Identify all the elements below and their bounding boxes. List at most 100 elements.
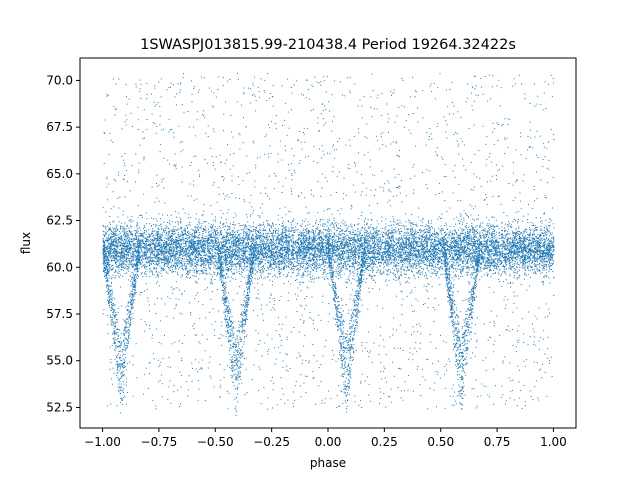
data-point (488, 237, 489, 238)
data-point (233, 234, 234, 235)
data-point (401, 236, 402, 237)
data-point (144, 255, 145, 256)
data-point (216, 268, 217, 269)
data-point (297, 265, 298, 266)
data-point (350, 233, 351, 234)
data-point (442, 269, 443, 270)
data-point (373, 270, 374, 271)
data-point (322, 232, 323, 233)
data-point (130, 275, 131, 276)
data-point (235, 234, 236, 235)
data-point (366, 241, 367, 242)
data-point (544, 230, 545, 231)
data-point (460, 239, 461, 240)
data-point (480, 269, 481, 270)
data-point (340, 269, 341, 270)
data-point (338, 255, 339, 256)
data-point (290, 236, 291, 237)
data-point (304, 232, 305, 233)
data-point (381, 217, 382, 218)
data-point (185, 229, 186, 230)
data-point (534, 238, 535, 239)
data-point (315, 232, 316, 233)
data-point (513, 272, 514, 273)
data-point (426, 274, 427, 275)
data-point (438, 234, 439, 235)
data-point (450, 231, 451, 232)
data-point (393, 233, 394, 234)
data-point (529, 244, 530, 245)
data-point (416, 273, 417, 274)
data-point (251, 227, 252, 228)
data-point (301, 232, 302, 233)
data-point (261, 258, 262, 259)
data-point (205, 221, 206, 222)
data-point (323, 272, 324, 273)
data-point (289, 249, 290, 250)
data-point (337, 255, 338, 256)
data-point (221, 233, 222, 234)
data-point (493, 251, 494, 252)
data-point (286, 265, 287, 266)
data-point (187, 274, 188, 275)
data-point (336, 226, 337, 227)
data-point (174, 261, 175, 262)
data-point (212, 276, 213, 277)
data-point (434, 270, 435, 271)
data-point (442, 274, 443, 275)
data-point (208, 238, 209, 239)
data-point (465, 235, 466, 236)
data-point (107, 241, 108, 242)
data-point (458, 275, 459, 276)
data-point (419, 235, 420, 236)
data-point (435, 264, 436, 265)
data-point (370, 258, 371, 259)
data-point (366, 238, 367, 239)
data-point (125, 264, 126, 265)
data-point (275, 257, 276, 258)
data-point (385, 257, 386, 258)
data-point (273, 235, 274, 236)
data-point (391, 230, 392, 231)
data-point (138, 228, 139, 229)
data-point (220, 233, 221, 234)
data-point (161, 270, 162, 271)
data-point (255, 240, 256, 241)
data-point (491, 228, 492, 229)
data-point (309, 274, 310, 275)
data-point (358, 262, 359, 263)
data-point (316, 228, 317, 229)
data-point (499, 250, 500, 251)
data-point (550, 219, 551, 220)
data-point (389, 230, 390, 231)
data-point (130, 253, 131, 254)
data-point (184, 261, 185, 262)
data-point (221, 238, 222, 239)
data-point (537, 247, 538, 248)
data-point (316, 269, 317, 270)
data-point (412, 234, 413, 235)
data-point (330, 224, 331, 225)
data-point (262, 270, 263, 271)
data-point (155, 264, 156, 265)
data-point (171, 257, 172, 258)
data-point (449, 271, 450, 272)
data-point (358, 223, 359, 224)
data-point (173, 243, 174, 244)
data-point (428, 232, 429, 233)
data-point (169, 228, 170, 229)
data-point (316, 236, 317, 237)
data-point (198, 259, 199, 260)
data-point (239, 271, 240, 272)
data-point (517, 254, 518, 255)
data-point (374, 241, 375, 242)
data-point (543, 260, 544, 261)
data-point (511, 224, 512, 225)
data-point (429, 237, 430, 238)
data-point (331, 265, 332, 266)
data-point (273, 236, 274, 237)
data-point (346, 245, 347, 246)
data-point (292, 221, 293, 222)
data-point (226, 251, 227, 252)
data-point (182, 258, 183, 259)
